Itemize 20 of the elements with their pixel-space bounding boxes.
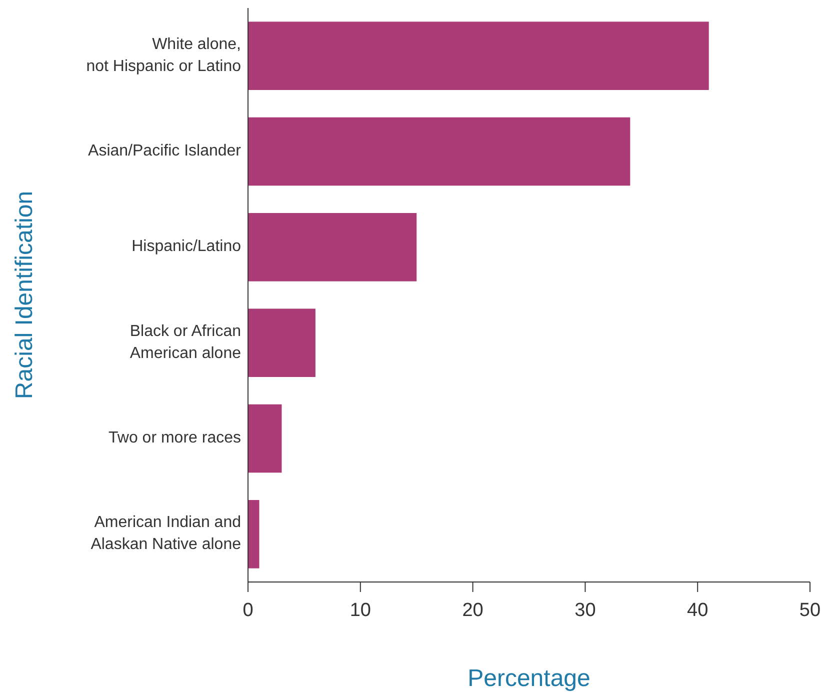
y-tick-label: Black or African American alone: [130, 323, 242, 362]
bar: [248, 22, 709, 90]
bar: [248, 213, 417, 282]
x-tick-label: 0: [242, 600, 254, 621]
bar: [248, 500, 260, 568]
bar: [248, 404, 282, 473]
y-tick-label: Hispanic/Latino: [132, 238, 242, 256]
x-tick-label: 10: [350, 600, 371, 621]
y-axis-title: Racial Identification: [11, 190, 38, 400]
y-tick-label: Two or more races: [108, 430, 241, 447]
bar: [248, 308, 316, 377]
x-tick-label: 40: [687, 600, 708, 621]
x-axis-title: Percentage: [468, 665, 590, 692]
x-tick-label: 30: [574, 600, 596, 621]
x-tick-label: 20: [462, 600, 484, 621]
bar: [248, 117, 630, 186]
x-tick-label: 50: [799, 600, 821, 621]
y-tick-label: White alone, not Hispanic or Latino: [86, 36, 242, 76]
y-tick-label: American Indian and Alaskan Native alone: [90, 514, 242, 554]
y-tick-label: Asian/Pacific Islander: [88, 142, 242, 160]
